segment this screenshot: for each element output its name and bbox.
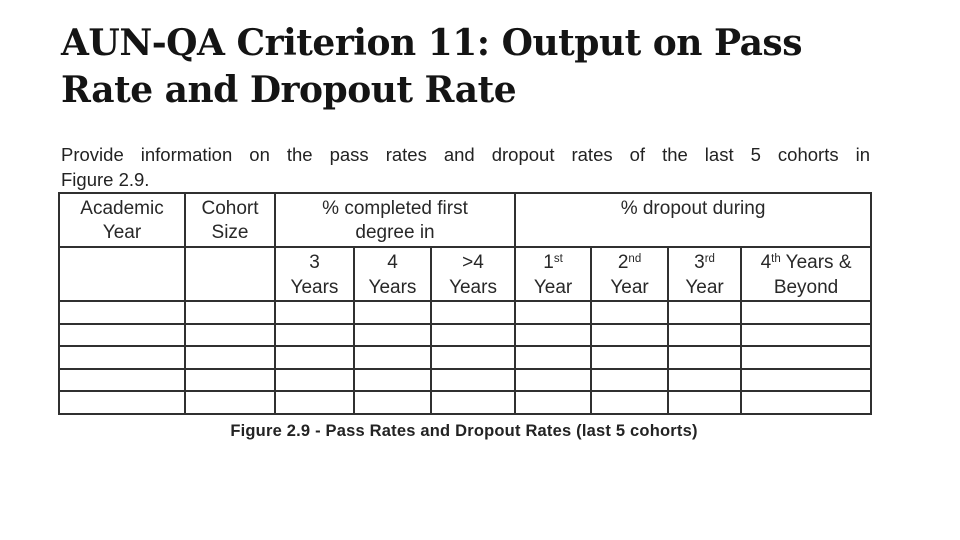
table-row xyxy=(58,300,873,325)
empty-cell xyxy=(58,367,186,392)
header-completed-line2: degree in xyxy=(355,222,435,243)
empty-cell xyxy=(274,322,355,347)
table-row xyxy=(58,390,873,415)
subheader-2nd-year: 2nd Year xyxy=(590,246,670,302)
empty-cell xyxy=(514,390,593,415)
empty-cell xyxy=(590,322,670,347)
header-academic-year-line2: Year xyxy=(102,222,142,243)
page-title: AUN-QA Criterion 11: Output on Pass Rate… xyxy=(61,20,911,114)
empty-cell xyxy=(667,390,743,415)
table-header-row-subs: 3 Years 4 Years >4 Years 1st Year xyxy=(58,246,873,302)
header-cohort-size: Cohort Size xyxy=(184,192,276,248)
subheader-gt4-years: >4 Years xyxy=(429,246,517,302)
header-cohort-size-line1: Cohort xyxy=(201,198,259,219)
figure-caption: Figure 2.9 - Pass Rates and Dropout Rate… xyxy=(230,421,698,440)
empty-cell xyxy=(58,390,186,415)
empty-cell xyxy=(429,300,517,325)
empty-cell xyxy=(429,367,517,392)
empty-cell xyxy=(353,367,432,392)
empty-cell xyxy=(740,367,873,392)
empty-cell xyxy=(514,345,593,370)
header-dropout-line1: % dropout during xyxy=(620,198,766,219)
empty-cell xyxy=(667,300,743,325)
empty-cell xyxy=(667,322,743,347)
empty-cell xyxy=(590,345,670,370)
empty-cell xyxy=(184,390,276,415)
subheader-3-years: 3 Years xyxy=(274,246,355,302)
empty-cell xyxy=(184,367,276,392)
empty-cell xyxy=(740,345,873,370)
figure-intro-text: Provide information on the pass rates an… xyxy=(58,142,870,192)
empty-cell xyxy=(184,322,276,347)
empty-cell xyxy=(429,345,517,370)
empty-cell xyxy=(274,345,355,370)
table-row xyxy=(58,322,873,347)
header-completed-line1: % completed first xyxy=(322,198,468,219)
empty-cell xyxy=(58,300,186,325)
scanned-figure: Provide information on the pass rates an… xyxy=(58,142,873,443)
empty-cell xyxy=(274,390,355,415)
empty-cell xyxy=(58,345,186,370)
empty-cell xyxy=(429,390,517,415)
subheader-1st-year: 1st Year xyxy=(514,246,593,302)
empty-cell xyxy=(590,300,670,325)
empty-header-cell xyxy=(58,246,186,302)
empty-cell xyxy=(740,390,873,415)
subheader-3rd-year: 3rd Year xyxy=(667,246,743,302)
empty-cell xyxy=(353,322,432,347)
table-row xyxy=(58,367,873,392)
page-title-line2: Rate and Dropout Rate xyxy=(61,69,517,111)
empty-cell xyxy=(353,300,432,325)
empty-cell xyxy=(740,300,873,325)
header-dropout-group: % dropout during xyxy=(514,192,873,248)
table-body xyxy=(58,300,873,415)
empty-cell xyxy=(590,367,670,392)
empty-cell xyxy=(353,390,432,415)
subheader-4-years: 4 Years xyxy=(353,246,432,302)
header-cohort-size-line2: Size xyxy=(211,222,249,243)
empty-cell xyxy=(429,322,517,347)
empty-cell xyxy=(514,300,593,325)
header-completed-group: % completed first degree in xyxy=(273,192,517,248)
empty-cell xyxy=(274,300,355,325)
empty-cell xyxy=(184,345,276,370)
figure-intro-line2: Figure 2.9. xyxy=(61,169,150,190)
empty-cell xyxy=(740,322,873,347)
empty-cell xyxy=(184,300,276,325)
empty-header-cell xyxy=(184,246,276,302)
empty-cell xyxy=(514,367,593,392)
empty-cell xyxy=(667,367,743,392)
empty-cell xyxy=(514,322,593,347)
figure-intro-line1: Provide information on the pass rates an… xyxy=(61,144,870,165)
subheader-4th-years-beyond: 4th Years & Beyond xyxy=(740,246,873,302)
empty-cell xyxy=(590,390,670,415)
empty-cell xyxy=(667,345,743,370)
table-header-row-groups: Academic Year Cohort Size % completed fi… xyxy=(58,192,873,248)
page-title-line1: AUN-QA Criterion 11: Output on Pass xyxy=(61,22,802,64)
empty-cell xyxy=(58,322,186,347)
empty-cell xyxy=(274,367,355,392)
header-academic-year: Academic Year xyxy=(58,192,186,248)
empty-cell xyxy=(353,345,432,370)
header-academic-year-line1: Academic xyxy=(80,198,164,219)
table-row xyxy=(58,345,873,370)
pass-dropout-table: Academic Year Cohort Size % completed fi… xyxy=(58,192,873,415)
